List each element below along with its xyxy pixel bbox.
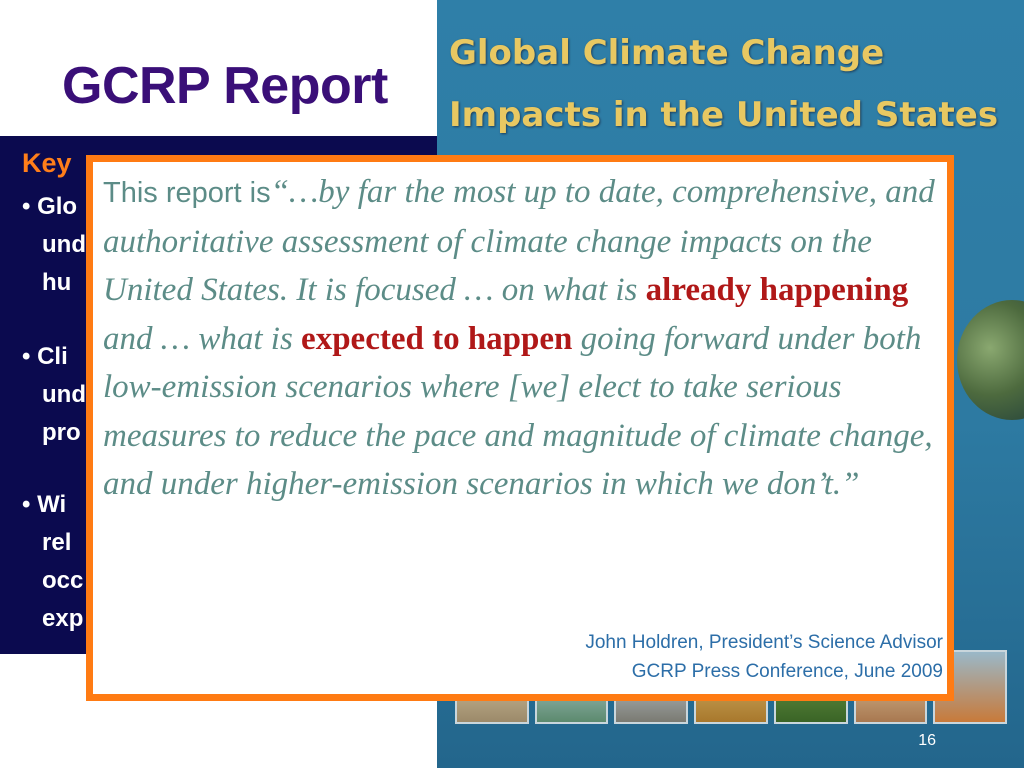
page-number: 16 bbox=[918, 732, 936, 749]
globe-graphic bbox=[957, 300, 1024, 420]
slide-title: GCRP Report bbox=[62, 57, 388, 115]
quote-part: “…by far the most up to date, comprehens… bbox=[103, 174, 935, 308]
bullet-item: • Cli und pro bbox=[22, 343, 86, 446]
bullet-item: • Wi rel occ exp bbox=[22, 491, 84, 632]
quote-attribution: John Holdren, President’s Science Adviso… bbox=[585, 628, 943, 686]
cover-title: Global Climate Change Impacts in the Uni… bbox=[449, 33, 999, 135]
quote-part: and … what is bbox=[103, 320, 302, 357]
attribution-event: GCRP Press Conference, June 2009 bbox=[631, 661, 943, 682]
quote-part: going forward under both low-emission sc… bbox=[103, 320, 933, 503]
quote-lead: This report is bbox=[103, 177, 271, 209]
highlight-expected-to-happen: expected to happen bbox=[301, 320, 573, 357]
key-findings-heading: Key bbox=[22, 148, 72, 178]
highlight-already-happening: already happening bbox=[645, 272, 909, 308]
quote-text: This report is“…by far the most up to da… bbox=[103, 168, 943, 509]
quote-callout-box: This report is“…by far the most up to da… bbox=[86, 155, 954, 701]
attribution-speaker: John Holdren, President’s Science Adviso… bbox=[585, 632, 943, 653]
bullet-item: • Glo und hu bbox=[22, 193, 86, 296]
